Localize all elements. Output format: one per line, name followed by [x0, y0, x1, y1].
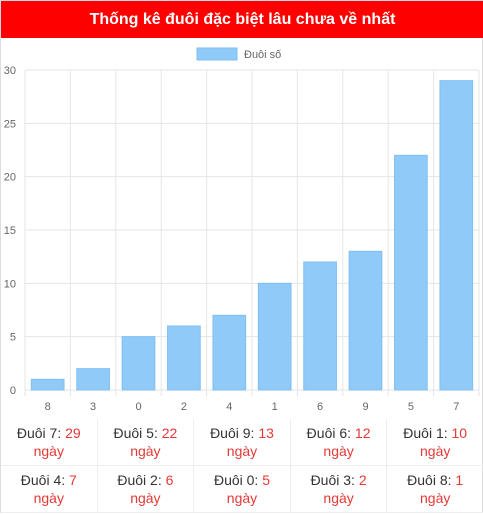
bar: [30, 378, 65, 391]
bar: [348, 250, 383, 391]
stat-unit: ngày: [420, 443, 451, 459]
stat-label: Đuôi 8:: [407, 472, 456, 488]
bar: [439, 80, 474, 391]
stat-cell: Đuôi 0: 5 ngày: [194, 466, 291, 513]
y-tick-label: 10: [4, 278, 16, 290]
bar: [167, 325, 201, 391]
bar: [257, 282, 292, 391]
stat-value: 22: [161, 425, 178, 441]
stat-cell: Đuôi 7: 29 ngày: [1, 419, 98, 466]
stat-cell: Đuôi 2: 6 ngày: [97, 466, 195, 513]
legend-swatch: [196, 47, 238, 61]
x-tick-label: 4: [226, 401, 232, 413]
stat-cell: Đuôi 4: 7 ngày: [1, 466, 98, 513]
stat-label: Đuôi 3:: [310, 472, 359, 488]
stat-value: 29: [65, 425, 81, 441]
stat-label: Đuôi 1:: [403, 425, 452, 441]
bar: [76, 368, 110, 391]
stat-value: 6: [165, 472, 174, 488]
stat-label: Đuôi 7:: [16, 425, 66, 441]
stat-label: Đuôi 2:: [117, 472, 166, 488]
stat-value: 2: [358, 472, 367, 488]
stat-label: Đuôi 9:: [210, 425, 259, 441]
stat-cell: Đuôi 1: 10 ngày: [387, 419, 483, 466]
x-tick-label: 1: [272, 401, 278, 413]
stat-cell: Đuôi 9: 13 ngày: [194, 419, 291, 466]
stat-unit: ngày: [33, 490, 64, 506]
y-tick-label: 30: [4, 65, 16, 77]
card-title: Thống kê đuôi đặc biệt lâu chưa về nhất: [89, 10, 396, 28]
stat-value: 1: [455, 472, 464, 488]
y-tick-label: 25: [4, 118, 16, 130]
card-header: Thống kê đuôi đặc biệt lâu chưa về nhất: [1, 1, 483, 38]
stat-unit: ngày: [130, 443, 161, 459]
stat-cell: Đuôi 6: 12 ngày: [290, 419, 388, 466]
x-tick-label: 9: [362, 401, 368, 413]
bar: [212, 314, 247, 391]
stat-value: 13: [258, 425, 274, 441]
stat-label: Đuôi 4:: [20, 472, 70, 488]
y-tick-label: 15: [4, 225, 16, 237]
bar: [121, 336, 156, 391]
stat-cell: Đuôi 8: 1 ngày: [387, 466, 483, 513]
bar: [303, 261, 337, 391]
stat-unit: ngày: [420, 490, 451, 506]
stat-label: Đuôi 6:: [306, 425, 355, 441]
stat-cell: Đuôi 3: 2 ngày: [290, 466, 388, 513]
stat-value: 7: [69, 472, 77, 488]
stat-value: 10: [451, 425, 468, 441]
stat-unit: ngày: [226, 443, 258, 459]
stat-unit: ngày: [323, 490, 354, 506]
stat-cell: Đuôi 5: 22 ngày: [97, 419, 195, 466]
stat-value: 12: [354, 425, 371, 441]
stat-value: 5: [262, 472, 270, 488]
x-tick-label: 2: [181, 401, 187, 413]
x-tick-label: 0: [135, 401, 141, 413]
x-tick-label: 3: [90, 401, 96, 413]
bar: [394, 154, 428, 391]
stat-unit: ngày: [33, 443, 64, 459]
stat-label: Đuôi 0:: [213, 472, 263, 488]
x-tick-label: 8: [45, 401, 51, 413]
stat-unit: ngày: [130, 490, 161, 506]
x-tick-label: 6: [317, 401, 323, 413]
y-tick-label: 0: [10, 385, 16, 397]
legend-label: Đuôi số: [244, 49, 281, 61]
stat-unit: ngày: [323, 443, 354, 459]
x-tick-label: 7: [453, 401, 459, 413]
stat-unit: ngày: [226, 490, 258, 506]
y-tick-label: 5: [10, 332, 16, 344]
x-tick-label: 5: [408, 401, 414, 413]
stat-label: Đuôi 5:: [113, 425, 162, 441]
stats-grid: Đuôi 7: 29 ngày Đuôi 5: 22 ngày Đuôi 9: 13 ng…: [1, 419, 483, 514]
y-tick-label: 20: [4, 172, 16, 184]
